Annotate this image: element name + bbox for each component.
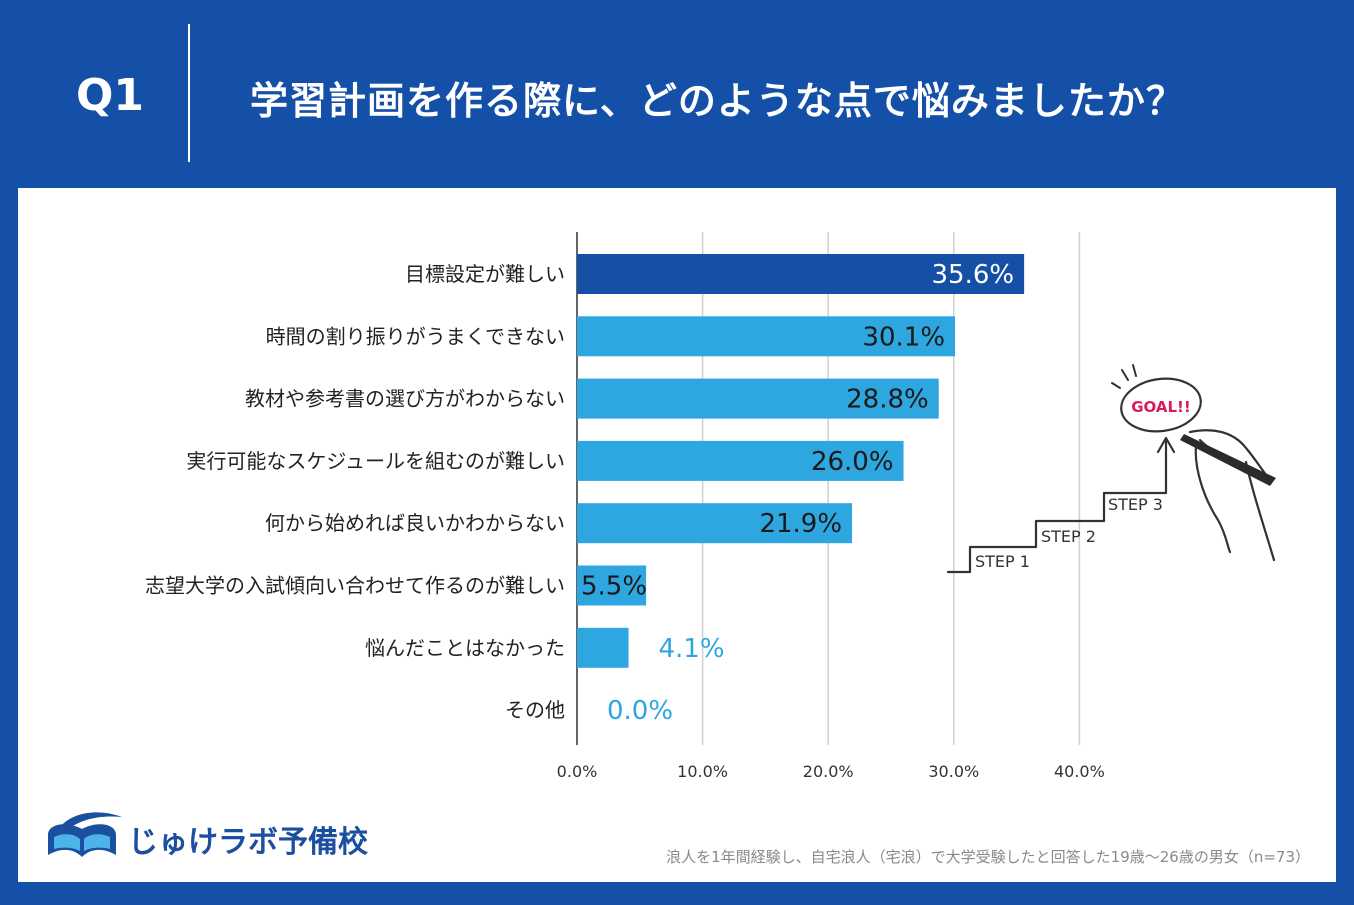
category-label: 実行可能なスケジュールを組むのが難しい (186, 449, 565, 473)
x-tick-label: 20.0% (803, 762, 854, 781)
x-tick-label: 30.0% (928, 762, 979, 781)
step-3-label: STEP 3 (1108, 495, 1163, 514)
question-title: 学習計画を作る際に、どのような点で悩みましたか？ (250, 79, 1185, 123)
category-label: 志望大学の入試傾向い合わせて作るのが難しい (145, 574, 565, 598)
hand-left (1194, 444, 1232, 554)
grid-layer (576, 232, 1081, 745)
category-label: 教材や参考書の選び方がわからない (245, 387, 565, 411)
bar-layer (577, 254, 1025, 668)
category-label: 悩んだことはなかった (365, 636, 565, 660)
value-label: 0.0% (607, 696, 673, 726)
pen-icon (1180, 434, 1276, 486)
excitement-lines (1111, 364, 1137, 389)
goal-text: GOAL!! (1131, 398, 1191, 416)
category-label: 時間の割り振りがうまくできない (266, 324, 565, 348)
arrow-head (1156, 436, 1176, 454)
value-label: 5.5% (581, 572, 647, 602)
bar (577, 503, 853, 544)
hand-top (1188, 429, 1272, 482)
bar (577, 440, 904, 481)
logo-text: じゅけラボ予備校 (128, 825, 368, 860)
value-label: 28.8% (846, 385, 929, 415)
goal-stairs-illustration (946, 364, 1276, 574)
goal-bubble (1120, 377, 1202, 433)
category-label: 目標設定が難しい (405, 262, 565, 286)
value-label: 26.0% (811, 447, 894, 477)
step-2-label: STEP 2 (1041, 527, 1096, 546)
footnote: 浪人を1年間経験し、自宅浪人（宅浪）で大学受験したと回答した19歳～26歳の男女… (666, 848, 1310, 866)
brand-logo: じゅけラボ予備校 (40, 805, 368, 865)
value-label: 4.1% (658, 634, 724, 664)
value-label: 21.9% (759, 509, 842, 539)
open-book-icon (48, 812, 122, 857)
x-tick-label: 0.0% (557, 762, 598, 781)
label-layer: 0.0% 10.0% 20.0% 30.0% 40.0% 目標設定が難しい 35.6% 時間の… (145, 260, 1105, 781)
stairs-path (946, 438, 1168, 574)
value-label: 30.1% (862, 322, 945, 352)
bar (577, 254, 1025, 294)
category-label: その他 (505, 698, 565, 722)
header: Q1 学習計画を作る際に、どのような点で悩みましたか？ (0, 0, 1354, 188)
x-tick-label: 10.0% (677, 762, 728, 781)
header-divider (188, 24, 190, 162)
bar (577, 378, 939, 419)
bar (577, 316, 956, 357)
x-tick-label: 40.0% (1054, 762, 1105, 781)
value-label: 35.6% (932, 260, 1015, 290)
category-label: 何から始めれば良いかわからない (265, 511, 565, 535)
bar (577, 565, 647, 606)
bar (577, 627, 629, 668)
step-1-label: STEP 1 (975, 552, 1030, 571)
question-label: Q1 (76, 70, 145, 121)
